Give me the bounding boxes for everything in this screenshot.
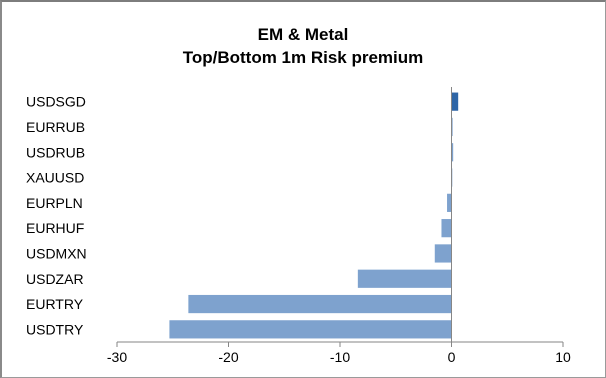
category-label-usdmxn: USDMXN — [26, 245, 87, 261]
x-tick-label: 10 — [555, 349, 571, 365]
x-tick-label: -30 — [107, 349, 127, 365]
bar-eurhuf — [441, 219, 452, 238]
x-tick-label: -10 — [330, 349, 350, 365]
bar-eurtry — [188, 294, 452, 314]
bar-usdsgd — [451, 92, 459, 111]
bar-usdzar — [357, 269, 452, 288]
x-tick-label: -20 — [218, 349, 238, 365]
category-label-eurpln: EURPLN — [26, 195, 83, 211]
category-label-usdrub: USDRUB — [26, 144, 85, 160]
category-label-usdtry: USDTRY — [26, 321, 84, 337]
chart-title-line2: Top/Bottom 1m Risk premium — [182, 48, 424, 67]
category-label-xauusd: XAUUSD — [26, 170, 84, 186]
category-label-usdsgd: USDSGD — [26, 94, 86, 110]
bar-eurpln — [447, 193, 452, 212]
category-label-eurhuf: EURHUF — [26, 220, 84, 236]
bar-usdrub — [451, 143, 454, 162]
x-tick-label: 0 — [448, 349, 456, 365]
category-label-eurrub: EURRUB — [26, 119, 85, 135]
bar-usdmxn — [434, 244, 452, 263]
category-label-eurtry: EURTRY — [26, 296, 84, 312]
category-label-usdzar: USDZAR — [26, 271, 84, 287]
chart-title-line1: EM & Metal — [257, 25, 349, 44]
bar-usdtry — [169, 320, 452, 339]
bar-eurrub — [451, 117, 453, 137]
